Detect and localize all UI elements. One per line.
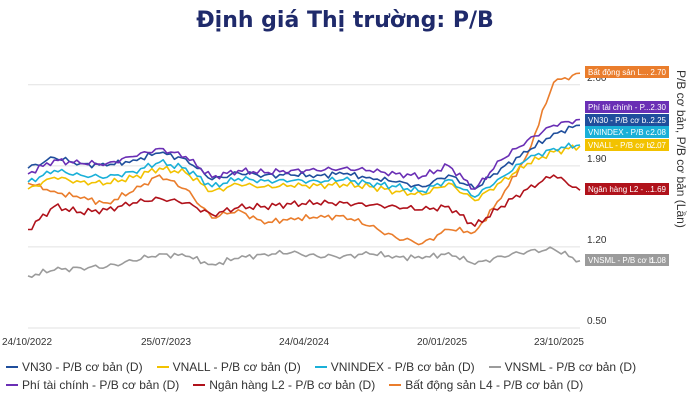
x-tick-label: 20/01/2025 (417, 337, 467, 348)
x-tick-label: 24/04/2024 (279, 337, 329, 348)
end-tag-label: Bất động sản L... (588, 68, 649, 77)
end-tag-value: 1.69 (650, 185, 666, 194)
end-tag-label: VN30 - P/B cơ b... (588, 116, 653, 125)
legend-swatch (156, 366, 169, 368)
legend-item[interactable]: VNALL - P/B cơ bản (D) (156, 360, 301, 374)
end-tag-box (585, 66, 669, 78)
series-line (27, 144, 581, 202)
end-tag-label: VNALL - P/B cơ b... (588, 141, 658, 150)
series-line (27, 142, 581, 198)
series-line (27, 174, 581, 231)
legend-label: VN30 - P/B cơ bản (D) (22, 360, 143, 374)
y-tick-label: 1.90 (587, 154, 607, 165)
end-tag-label: VNSML - P/B cơ b... (588, 256, 660, 265)
legend-label: VNALL - P/B cơ bản (D) (172, 360, 301, 374)
legend-label: VNINDEX - P/B cơ bản (D) (330, 360, 475, 374)
gridlines (28, 84, 580, 329)
legend-swatch (6, 384, 18, 386)
x-tick-label: 23/10/2025 (534, 337, 584, 348)
end-tag-label: VNINDEX - P/B c... (588, 128, 656, 137)
end-tag-label: Ngân hàng L2 - ... (588, 185, 652, 194)
end-tag-value: 2.25 (650, 116, 666, 125)
legend-item[interactable]: Phí tài chính - P/B cơ bản (D) (6, 378, 179, 392)
y-tick-label: 1.20 (587, 235, 607, 246)
end-tag-box (585, 183, 669, 195)
end-tag-label: Phí tài chính - P... (588, 103, 651, 112)
end-tag-box (585, 254, 669, 266)
x-tick-label: 24/10/2022 (2, 337, 52, 348)
end-tag-value: 2.70 (650, 68, 666, 77)
series-lines (27, 72, 581, 279)
y-tick-label: 2.60 (587, 73, 607, 84)
legend-label: VNSML - P/B cơ bản (D) (504, 360, 637, 374)
end-tag-box (585, 139, 669, 151)
end-tag-box (585, 114, 669, 126)
y-tick-label: 0.50 (587, 316, 607, 327)
end-tag-box (585, 101, 669, 113)
end-tag-box (585, 126, 669, 138)
series-line (27, 118, 581, 190)
legend-swatch (314, 366, 327, 368)
legend-swatch (488, 366, 501, 368)
legend-swatch (193, 384, 206, 386)
y-axis-label: P/B cơ bản, P/B cơ bản (Lần) (674, 70, 688, 228)
legend-swatch (389, 384, 402, 386)
x-tick-label: 25/07/2023 (141, 337, 191, 348)
end-value-tags: Bất động sản L... 2.70 Phí tài chính - P..… (585, 66, 669, 266)
legend-row-1: VN30 - P/B cơ bản (D) VNALL - P/B cơ bản … (6, 358, 686, 376)
end-tag-value: 1.08 (650, 256, 666, 265)
legend-label: Phí tài chính - P/B cơ bản (D) (22, 378, 180, 392)
legend-swatch (6, 366, 18, 368)
x-tick-labels: 24/10/2022 25/07/2023 24/04/2024 20/01/2025… (2, 337, 584, 348)
legend-row-2: Phí tài chính - P/B cơ bản (D) Ngân hàng … (6, 376, 686, 394)
chart-title: Định giá Thị trường: P/B (196, 8, 494, 33)
end-tag-value: 2.30 (650, 103, 666, 112)
series-line (27, 246, 581, 279)
y-tick-labels: 0.50 1.20 1.90 2.60 (587, 73, 607, 327)
legend-item[interactable]: VNSML - P/B cơ bản (D) (488, 360, 637, 374)
legend: VN30 - P/B cơ bản (D) VNALL - P/B cơ bản … (6, 358, 686, 394)
end-tag-value: 2.08 (650, 128, 666, 137)
legend-item[interactable]: VN30 - P/B cơ bản (D) (6, 360, 143, 374)
legend-label: Bất động sản L4 - P/B cơ bản (D) (405, 378, 584, 392)
legend-item[interactable]: VNINDEX - P/B cơ bản (D) (314, 360, 475, 374)
legend-item[interactable]: Bất động sản L4 - P/B cơ bản (D) (389, 378, 583, 392)
series-line (27, 72, 581, 246)
legend-label: Ngân hàng L2 - P/B cơ bản (D) (209, 378, 376, 392)
end-tag-value: 2.07 (650, 141, 666, 150)
legend-item[interactable]: Ngân hàng L2 - P/B cơ bản (D) (193, 378, 375, 392)
